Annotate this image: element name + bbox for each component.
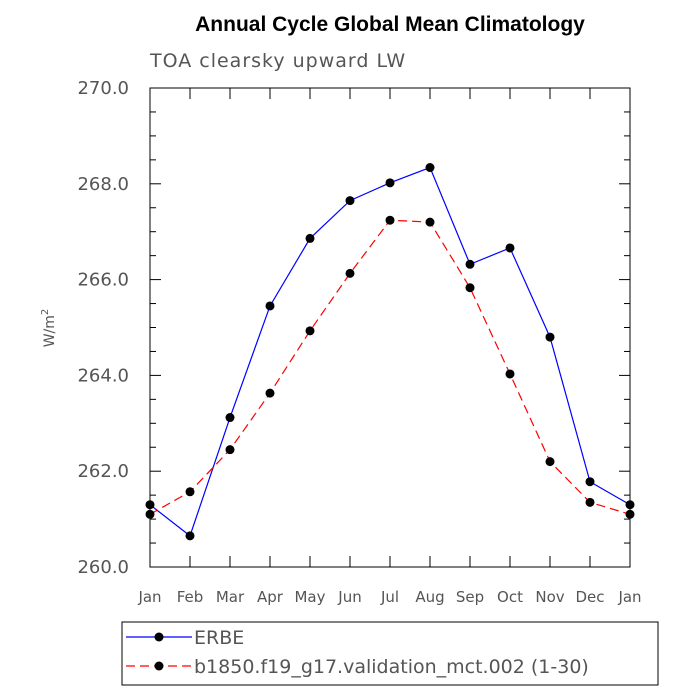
- x-tick-label: Aug: [415, 588, 444, 606]
- data-point-series-2: [145, 509, 155, 519]
- x-tick-label: Apr: [257, 588, 284, 606]
- chart-title: Annual Cycle Global Mean Climatology: [195, 13, 585, 36]
- x-tick-label: Sep: [456, 588, 484, 606]
- series-points: [145, 163, 635, 541]
- legend-marker-2: [154, 661, 164, 671]
- y-tick-label: 262.0: [77, 461, 129, 482]
- data-point-series-2: [545, 457, 555, 467]
- data-point-series-2: [505, 369, 515, 379]
- data-point-series-2: [185, 487, 195, 497]
- data-point-series-1: [265, 301, 275, 311]
- y-tick-label: 264.0: [77, 365, 129, 386]
- y-axis-label-units: W/m: [42, 315, 58, 347]
- chart-subtitle: TOA clearsky upward LW: [149, 50, 406, 72]
- x-tick-label: Jan: [137, 588, 161, 606]
- legend: ERBE b1850.f19_g17.validation_mct.002 (1-…: [126, 627, 589, 678]
- y-tick-labels: 260.0 262.0 264.0 266.0 268.0 270.0: [77, 78, 129, 578]
- x-tick-label: Mar: [216, 588, 245, 606]
- data-point-series-2: [465, 283, 475, 293]
- y-tick-label: 270.0: [77, 78, 129, 99]
- data-point-series-1: [225, 413, 235, 423]
- data-point-series-2: [345, 268, 355, 278]
- y-tick-label: 266.0: [77, 270, 129, 291]
- x-tick-label: May: [294, 588, 325, 606]
- data-point-series-2: [265, 388, 275, 398]
- data-point-series-2: [625, 509, 635, 519]
- legend-box: [121, 621, 659, 686]
- data-point-series-2: [385, 215, 395, 225]
- data-point-series-2: [305, 326, 315, 336]
- x-tick-label: Nov: [535, 588, 564, 606]
- y-axis-label: W/m2: [40, 309, 58, 348]
- y-axis-label-superscript: 2: [40, 309, 51, 315]
- data-point-series-1: [345, 196, 355, 206]
- data-point-series-1: [185, 531, 195, 541]
- x-tick-label: Oct: [497, 588, 523, 606]
- x-tick-label: Dec: [575, 588, 604, 606]
- data-point-series-1: [305, 233, 315, 243]
- data-point-series-1: [465, 259, 475, 269]
- data-point-series-1: [505, 243, 515, 253]
- legend-marker-1: [154, 632, 164, 642]
- plot-frame: [149, 87, 631, 568]
- x-tick-labels: Jan Feb Mar Apr May Jun Jul Aug Sep Oct Nov Dec Jan: [137, 588, 641, 606]
- data-point-series-1: [585, 477, 595, 487]
- x-tick-label: Feb: [177, 588, 204, 606]
- x-tick-label: Jan: [617, 588, 641, 606]
- data-point-series-1: [145, 500, 155, 510]
- data-point-series-2: [225, 445, 235, 455]
- data-point-series-2: [585, 497, 595, 507]
- legend-label-1: ERBE: [194, 627, 244, 649]
- data-point-series-1: [545, 332, 555, 342]
- data-point-series-1: [425, 163, 435, 173]
- data-point-series-1: [625, 500, 635, 510]
- axis-ticks: [149, 87, 631, 568]
- x-tick-label: Jul: [380, 588, 399, 606]
- y-tick-label: 268.0: [77, 174, 129, 195]
- data-point-series-1: [385, 178, 395, 188]
- y-tick-label: 260.0: [77, 557, 129, 578]
- legend-label-2: b1850.f19_g17.validation_mct.002 (1-30): [194, 656, 589, 678]
- data-point-series-2: [425, 217, 435, 227]
- x-tick-label: Jun: [337, 588, 361, 606]
